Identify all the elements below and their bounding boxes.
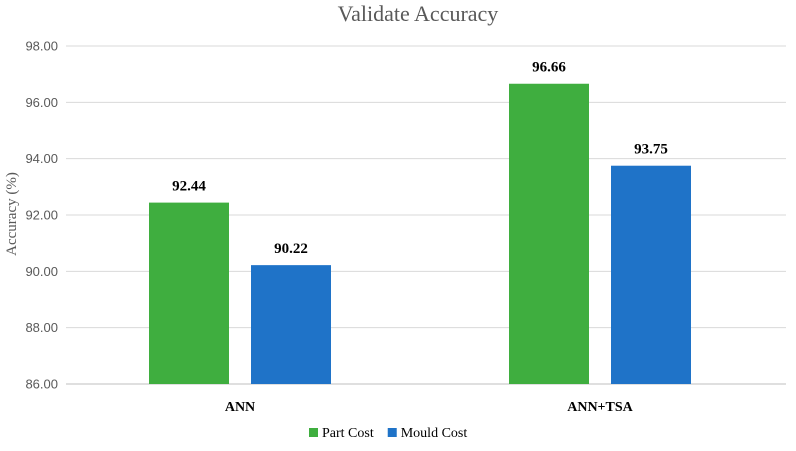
y-axis-label: Accuracy (%) xyxy=(4,172,20,256)
y-tick-label: 98.00 xyxy=(25,39,58,54)
data-label: 93.75 xyxy=(634,142,668,158)
data-label: 90.22 xyxy=(274,241,308,257)
y-tick-label: 86.00 xyxy=(25,377,58,392)
y-tick-label: 92.00 xyxy=(25,208,58,223)
bar-mould-cost xyxy=(251,265,331,384)
data-labels: 92.44 90.22 96.66 93.75 xyxy=(172,60,668,257)
x-category-label: ANN xyxy=(225,400,255,415)
bar-part-cost xyxy=(509,83,589,384)
x-axis-categories: ANN ANN+TSA xyxy=(225,400,634,415)
y-tick-label: 94.00 xyxy=(25,151,58,166)
bars xyxy=(149,83,691,384)
bar-mould-cost xyxy=(611,165,691,384)
x-category-label: ANN+TSA xyxy=(567,400,633,415)
legend: Part Cost Mould Cost xyxy=(309,426,467,441)
chart-title: Validate Accuracy xyxy=(338,1,499,26)
y-tick-label: 90.00 xyxy=(25,264,58,279)
data-label: 92.44 xyxy=(172,179,206,195)
y-tick-label: 88.00 xyxy=(25,320,58,335)
legend-swatch-mould-cost xyxy=(387,428,397,437)
legend-label: Part Cost xyxy=(322,426,374,441)
bar-part-cost xyxy=(149,202,229,384)
y-tick-label: 96.00 xyxy=(25,95,58,110)
data-label: 96.66 xyxy=(532,60,566,76)
legend-swatch-part-cost xyxy=(309,428,318,437)
y-axis-ticks: 86.00 88.00 90.00 92.00 94.00 96.00 98.00 xyxy=(25,39,58,392)
legend-label: Mould Cost xyxy=(401,426,468,441)
